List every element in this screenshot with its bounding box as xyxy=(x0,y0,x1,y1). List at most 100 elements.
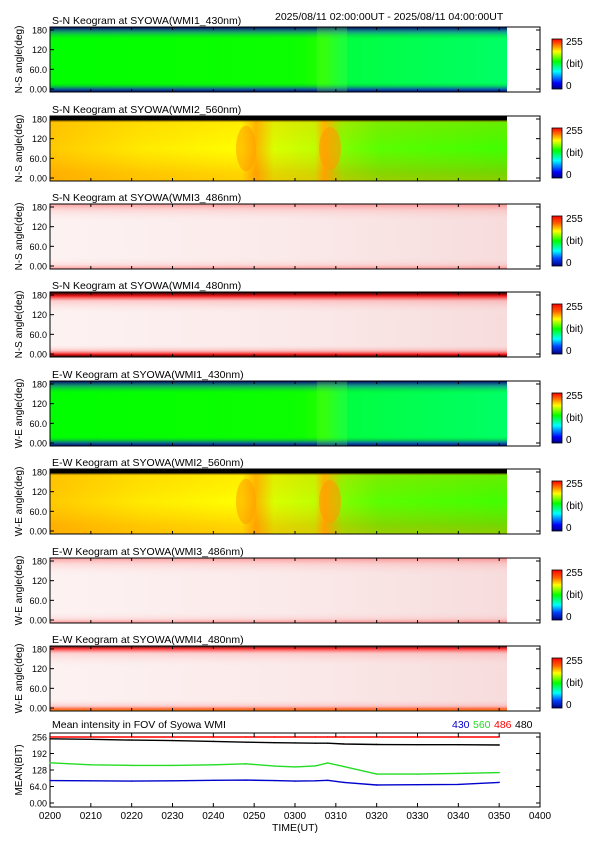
y-tick-label: 120 xyxy=(32,399,47,409)
x-tick-label: 0340 xyxy=(447,811,470,822)
colorbar-unit-label: (bit) xyxy=(566,501,583,512)
data-point-430 xyxy=(90,780,92,782)
x-tick-label: 0240 xyxy=(202,811,225,822)
data-point-560 xyxy=(326,762,329,764)
data-point-486 xyxy=(245,736,247,738)
data-point-560 xyxy=(273,765,276,767)
y-tick-label: 180 xyxy=(32,115,47,125)
keogram-shading xyxy=(50,381,507,446)
data-point-480 xyxy=(498,744,500,746)
y-tick-label: 120 xyxy=(32,576,47,586)
data-point-480 xyxy=(273,741,276,744)
data-point-560 xyxy=(416,773,419,775)
x-axis-label: TIME(UT) xyxy=(272,822,318,834)
colorbar-max-label: 255 xyxy=(566,126,583,137)
y-tick-label: 0.00 xyxy=(29,439,47,449)
data-point-430 xyxy=(343,781,345,784)
y-tick-label: 180 xyxy=(32,645,47,655)
colorbar-max-label: 255 xyxy=(566,479,583,490)
aurora-patch xyxy=(236,125,256,172)
y-tick-label: 0.00 xyxy=(29,262,47,272)
y-tick-label: 0.00 xyxy=(29,350,47,360)
y-tick-label: 120 xyxy=(32,134,47,144)
x-tick-label: 0320 xyxy=(366,811,389,822)
colorbar-max-label: 255 xyxy=(566,568,583,579)
panel-title: E-W Keogram at SYOWA(WMI3_486nm) xyxy=(52,546,244,558)
colorbar-min-label: 0 xyxy=(566,612,572,623)
y-tick-label: 256 xyxy=(32,733,47,743)
colorbar-unit-label: (bit) xyxy=(566,59,583,70)
colorbar xyxy=(551,569,563,621)
x-tick-label: 0200 xyxy=(39,811,62,822)
y-tick-label: 0.00 xyxy=(29,527,47,537)
x-tick-label: 0310 xyxy=(325,811,348,822)
panel-title: S-N Keogram at SYOWA(WMI2_560nm) xyxy=(52,104,241,116)
keogram-panel: E-W Keogram at SYOWA(WMI1_430nm) 180 120 60… xyxy=(14,369,583,449)
colorbar-min-label: 0 xyxy=(566,346,572,357)
y-axis-label: W-E angle(deg) xyxy=(14,644,25,714)
y-axis-label: W-E angle(deg) xyxy=(14,467,25,537)
data-point-430 xyxy=(49,779,51,782)
data-point-430 xyxy=(294,780,296,782)
keogram-shading xyxy=(50,558,507,623)
colorbar-unit-label: (bit) xyxy=(566,413,583,424)
colorbar xyxy=(551,127,563,179)
data-point-430 xyxy=(314,780,317,782)
panel-title: S-N Keogram at SYOWA(WMI4_480nm) xyxy=(52,280,241,292)
y-axis-label: N-S angle(deg) xyxy=(14,26,25,94)
colorbar-max-label: 255 xyxy=(566,214,583,225)
panel-title: E-W Keogram at SYOWA(WMI2_560nm) xyxy=(52,457,244,469)
keogram-shading xyxy=(50,204,507,269)
y-tick-label: 60.0 xyxy=(29,154,47,164)
colorbar-min-label: 0 xyxy=(566,258,572,269)
keogram-shading xyxy=(50,116,507,181)
y-tick-label: 120 xyxy=(32,664,47,674)
keogram-shading xyxy=(50,646,507,711)
y-tick-label: 180 xyxy=(32,203,47,213)
y-tick-label: 180 xyxy=(32,291,47,301)
y-tick-label: 120 xyxy=(32,487,47,497)
colorbar-max-label: 255 xyxy=(566,656,583,667)
x-tick-label: 0210 xyxy=(80,811,103,822)
colorbar xyxy=(551,480,563,532)
y-tick-label: 120 xyxy=(32,310,47,320)
colorbar-min-label: 0 xyxy=(566,435,572,446)
colorbar xyxy=(551,38,563,90)
y-tick-label: 120 xyxy=(32,45,47,55)
colorbar-unit-label: (bit) xyxy=(566,148,583,159)
data-point-430 xyxy=(130,780,133,782)
panel-title: E-W Keogram at SYOWA(WMI4_480nm) xyxy=(52,634,244,646)
data-point-560 xyxy=(49,762,51,764)
y-tick-label: 64.0 xyxy=(29,782,47,792)
keogram-panel: E-W Keogram at SYOWA(WMI3_486nm) 180 120 60… xyxy=(14,546,583,626)
data-point-560 xyxy=(343,765,345,768)
data-point-560 xyxy=(498,771,500,774)
y-tick-label: 60.0 xyxy=(29,507,47,517)
y-tick-label: 128 xyxy=(32,766,47,776)
colorbar-unit-label: (bit) xyxy=(566,678,583,689)
panel-title: S-N Keogram at SYOWA(WMI3_486nm) xyxy=(52,192,241,204)
aurora-patch xyxy=(319,480,341,523)
data-point-480 xyxy=(314,742,317,744)
colorbar-min-label: 0 xyxy=(566,170,572,181)
x-tick-label: 0400 xyxy=(529,811,552,822)
y-tick-label: 180 xyxy=(32,557,47,567)
data-point-430 xyxy=(416,783,419,786)
legend-entry: 480 xyxy=(515,719,533,731)
data-point-430 xyxy=(212,779,215,782)
data-point-480 xyxy=(343,743,345,745)
data-point-560 xyxy=(457,772,460,775)
data-point-430 xyxy=(326,779,329,782)
data-point-430 xyxy=(375,784,378,786)
keogram-panel: E-W Keogram at SYOWA(WMI2_560nm) 180 120 60… xyxy=(14,457,583,537)
data-point-486 xyxy=(314,736,317,738)
y-axis-label: N-S angle(deg) xyxy=(14,115,25,183)
data-point-430 xyxy=(498,781,500,784)
colorbar-max-label: 255 xyxy=(566,302,583,313)
aurora-band xyxy=(317,381,347,446)
y-tick-label: 60.0 xyxy=(29,596,47,606)
x-tick-label: 0250 xyxy=(243,811,266,822)
keogram-shading xyxy=(50,469,507,534)
y-tick-label: 0.00 xyxy=(29,799,47,809)
